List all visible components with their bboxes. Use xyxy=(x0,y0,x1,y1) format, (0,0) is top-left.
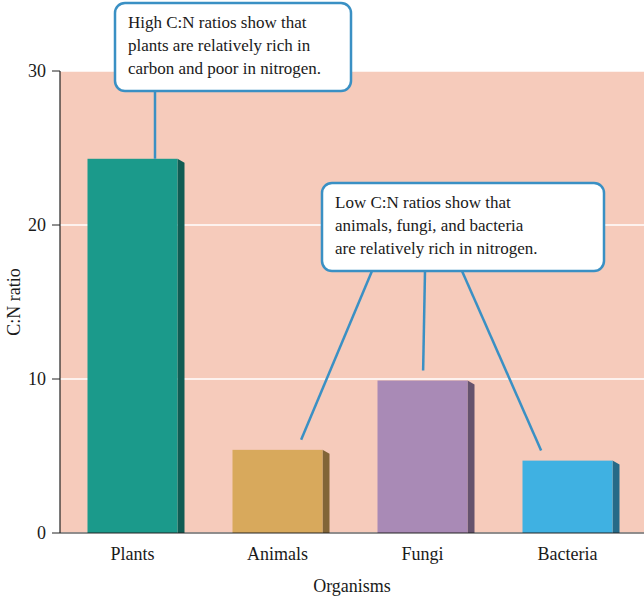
y-axis-title: C:N ratio xyxy=(4,268,24,336)
bar xyxy=(523,461,613,533)
callout-text: are relatively rich in nitrogen. xyxy=(335,239,538,258)
tick-label: 30 xyxy=(28,61,46,81)
callout-text: animals, fungi, and bacteria xyxy=(335,216,524,235)
tick-label: 0 xyxy=(37,523,46,543)
chart-container: 0 10 20 30 Plants Animals Fungi Bacteria Organis… xyxy=(0,0,644,600)
category-label: Plants xyxy=(110,544,154,564)
callout-box xyxy=(115,3,351,91)
plot-background xyxy=(60,71,644,533)
callout-pointer xyxy=(154,91,157,159)
callout-text: High C:N ratios show that xyxy=(128,13,307,32)
callout-box xyxy=(322,183,604,271)
category-label: Fungi xyxy=(401,544,443,564)
tick-mark xyxy=(52,71,60,72)
bar xyxy=(233,450,323,533)
callout-pointer xyxy=(423,271,425,371)
callout-text: plants are relatively rich in xyxy=(128,36,311,55)
x-axis-title: Organisms xyxy=(313,576,391,596)
tick-mark xyxy=(52,225,60,226)
bar-side xyxy=(468,381,475,533)
bars xyxy=(88,159,620,533)
callout-pointer xyxy=(462,271,541,451)
bar-side xyxy=(613,461,620,533)
bar-side xyxy=(178,159,185,533)
tick-label: 20 xyxy=(28,215,46,235)
callout-pointer xyxy=(301,271,372,440)
x-axis-line xyxy=(60,533,644,534)
tick-label: 10 xyxy=(28,369,46,389)
bar-side xyxy=(323,450,330,533)
category-label: Animals xyxy=(247,544,308,564)
tick-mark xyxy=(52,379,60,380)
callout-text: carbon and poor in nitrogen. xyxy=(128,59,321,78)
tick-mark xyxy=(52,533,60,534)
callout-text: Low C:N ratios show that xyxy=(335,193,511,212)
y-axis-line xyxy=(59,71,60,533)
chart: 0 10 20 30 Plants Animals Fungi Bacteria Organis… xyxy=(0,0,644,600)
category-label: Bacteria xyxy=(538,544,598,564)
bar xyxy=(88,159,178,533)
bar xyxy=(378,381,468,533)
